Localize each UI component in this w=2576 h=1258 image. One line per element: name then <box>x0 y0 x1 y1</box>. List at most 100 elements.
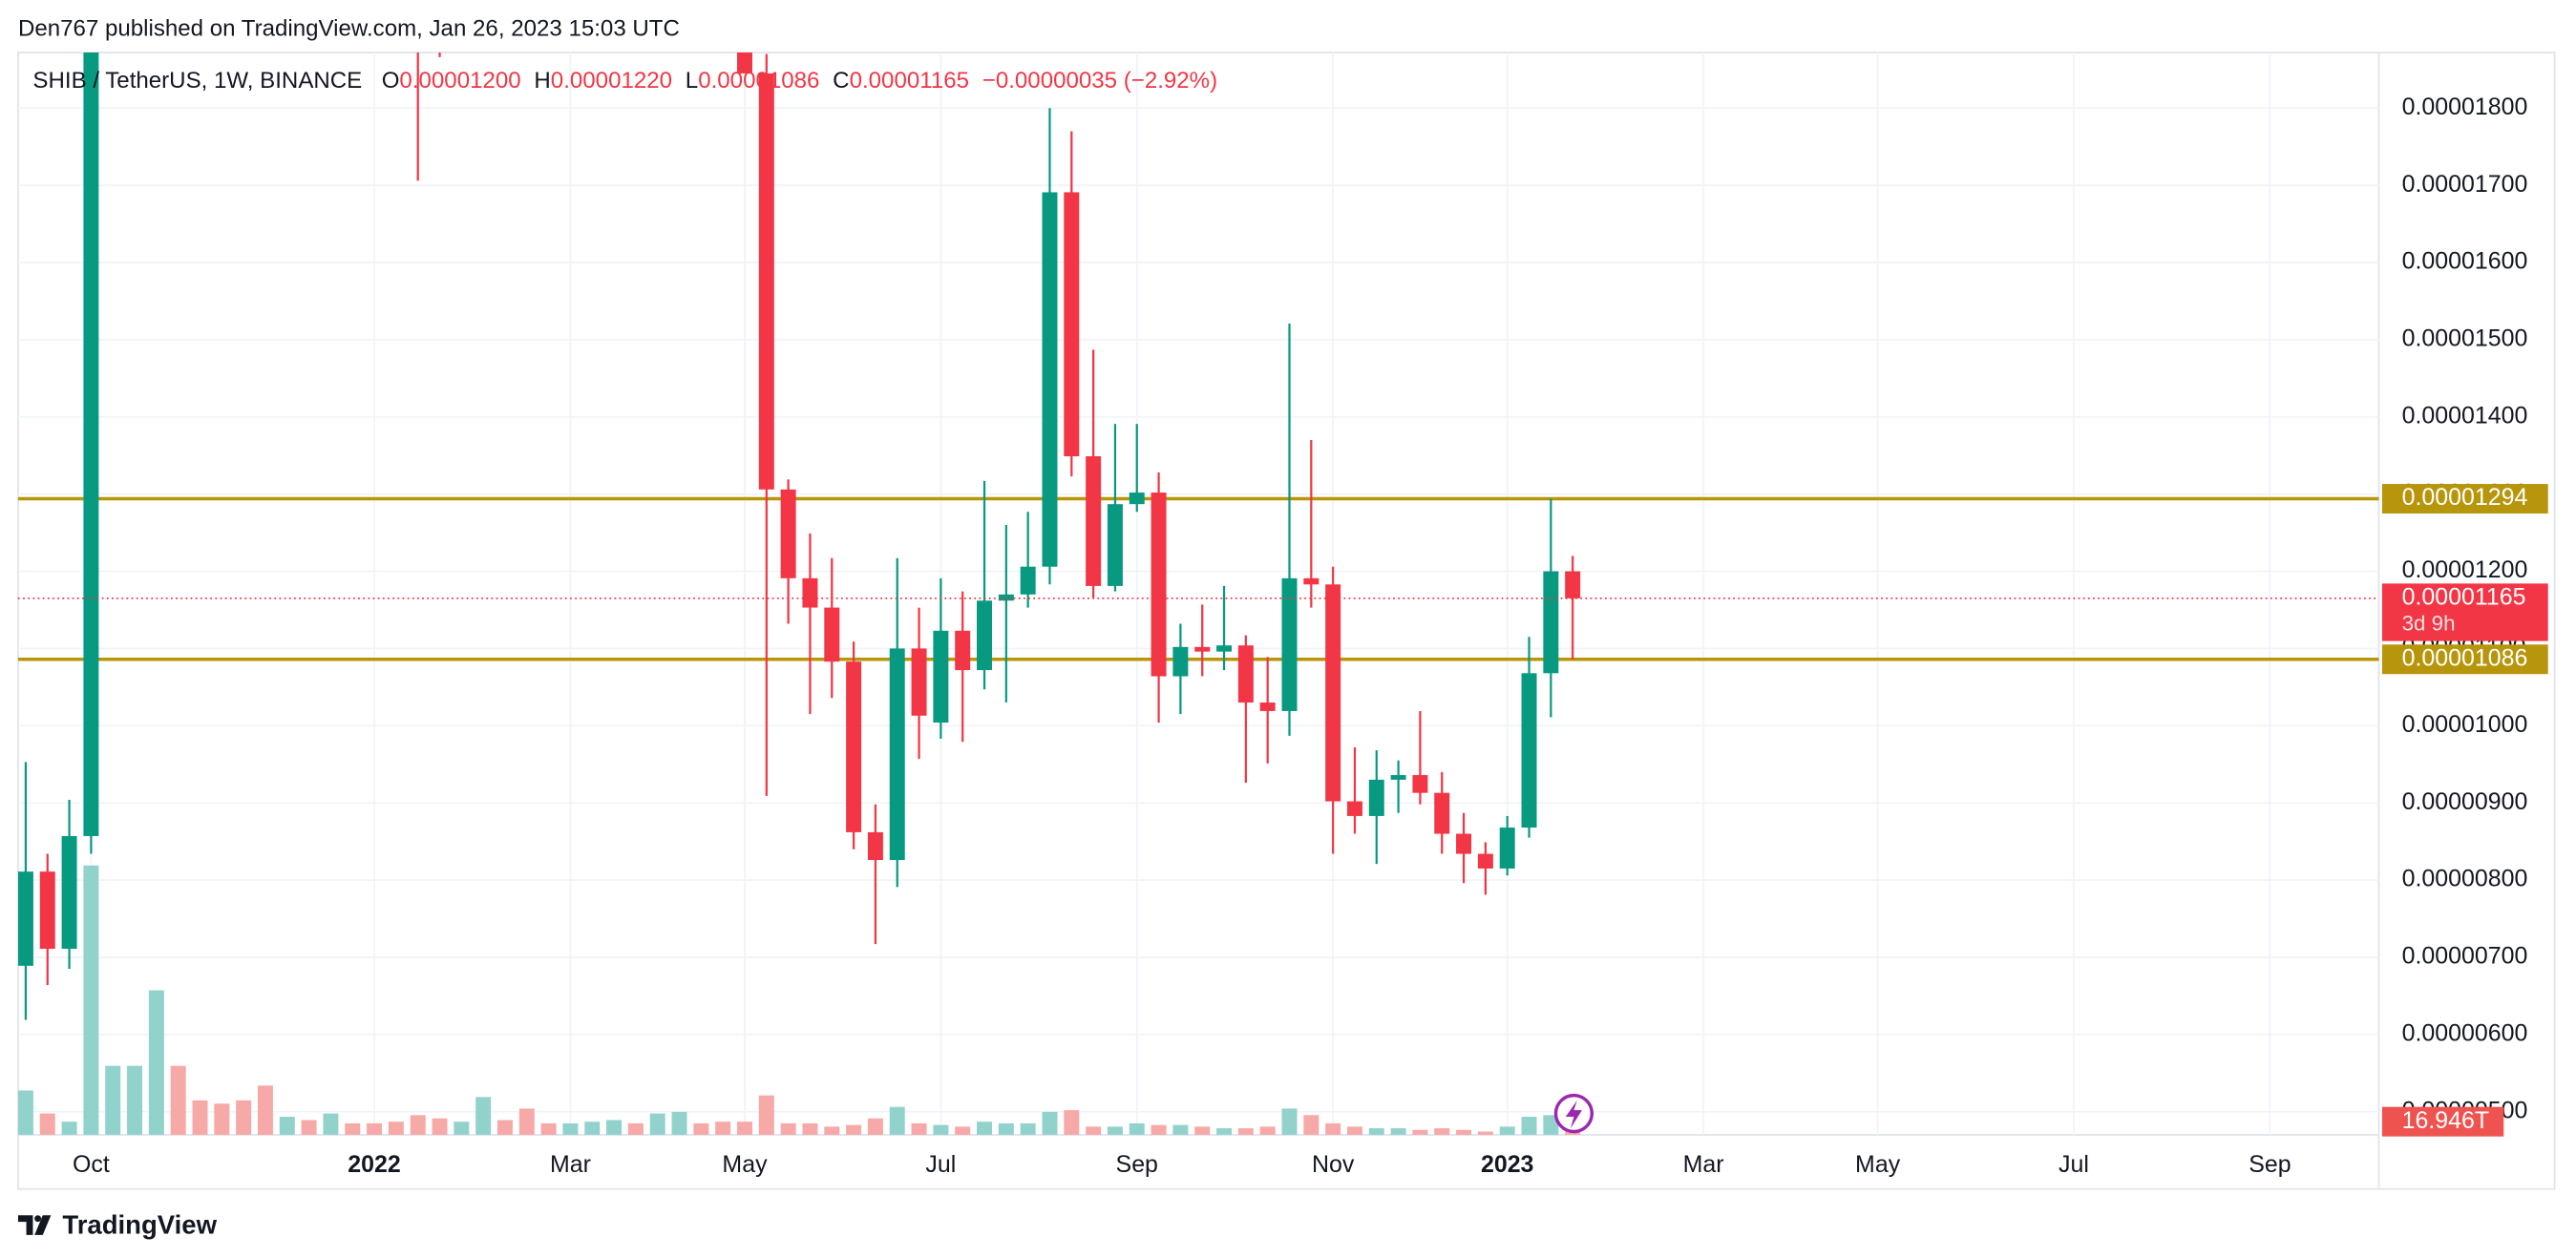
volume-bar <box>301 1120 317 1135</box>
candle-body <box>780 489 796 578</box>
footer: TradingView <box>62 1210 217 1240</box>
volume-bar <box>715 1122 731 1135</box>
candle-body <box>1259 702 1276 711</box>
candle-body <box>846 661 862 832</box>
axes: 0.000005000.000006000.000007000.00000800… <box>73 94 2548 1178</box>
volume-bar <box>606 1120 623 1135</box>
candle-body <box>83 52 99 836</box>
candle-body <box>1477 853 1493 869</box>
volume-bar <box>1281 1108 1298 1135</box>
volume-bar <box>148 990 164 1135</box>
volume-bar <box>1434 1128 1450 1135</box>
volume-bar <box>127 1065 143 1135</box>
candle-body <box>1521 673 1537 828</box>
volume-bar <box>388 1122 404 1135</box>
candle-body <box>955 630 971 671</box>
volume-bar <box>345 1122 361 1135</box>
price-label: 0.00001165 <box>2402 583 2526 610</box>
volume-bar <box>737 1122 752 1135</box>
x-tick-label: Mar <box>550 1151 591 1178</box>
volume-bar <box>1477 1131 1493 1135</box>
volume-bar <box>496 1120 513 1135</box>
volume-bar <box>627 1122 644 1135</box>
candle-body <box>977 600 993 671</box>
volume-bar <box>933 1124 949 1135</box>
candle-body <box>1064 192 1080 457</box>
y-tick-label: 0.00001700 <box>2402 171 2528 198</box>
candle-body <box>998 594 1014 601</box>
y-tick-label: 0.00000800 <box>2402 866 2528 892</box>
volume-bar <box>1216 1128 1233 1135</box>
volume-bar <box>998 1122 1014 1135</box>
legend-change: −0.00000035 (−2.92%) <box>982 68 1217 94</box>
volume-bar <box>649 1113 665 1135</box>
volume-bar <box>911 1122 927 1135</box>
candle-body <box>1303 577 1320 585</box>
lightning-icon <box>1553 1093 1594 1134</box>
y-tick-label: 0.00000600 <box>2402 1019 2528 1046</box>
y-tick-label: 0.00001500 <box>2402 325 2528 352</box>
y-tick-label: 0.00000900 <box>2402 788 2528 815</box>
volume-bar <box>475 1097 492 1135</box>
x-tick-label: Sep <box>1116 1151 1158 1178</box>
x-tick-label: Jul <box>2059 1151 2089 1178</box>
candle-body <box>1368 779 1384 816</box>
volume-bar <box>410 1115 426 1135</box>
candle-body <box>1020 566 1036 595</box>
volume-bar <box>1042 1111 1058 1135</box>
candle-body <box>1325 584 1341 802</box>
volume-bar <box>1303 1115 1320 1135</box>
volume-bar <box>1456 1129 1472 1135</box>
candle-body <box>1499 828 1515 869</box>
volume-bar <box>1086 1126 1102 1135</box>
symbol: SHIB / TetherUS, 1W, BINANCE <box>32 68 362 94</box>
volume-bar <box>257 1085 273 1135</box>
legend-value: 0.00001086 <box>698 68 819 94</box>
volume-bar <box>39 1113 55 1135</box>
volume-bar <box>977 1122 993 1135</box>
x-tick-label: May <box>722 1151 768 1178</box>
volume-bar <box>192 1100 208 1135</box>
candle-body <box>1434 792 1450 834</box>
publisher: Den767 published on TradingView.com, Jan… <box>18 15 680 41</box>
volume-bar <box>432 1118 448 1135</box>
candle-body <box>1151 493 1167 677</box>
y-tick-label: 0.00001600 <box>2402 248 2528 275</box>
price-countdown: 3d 9h <box>2402 611 2456 635</box>
volume-bar <box>1390 1128 1406 1135</box>
legend-value: 0.00001200 <box>399 68 520 94</box>
volume-bar <box>83 865 99 1135</box>
volume-bar <box>214 1103 230 1135</box>
volume-bar <box>867 1118 883 1135</box>
candle-body <box>1543 571 1559 674</box>
volume-bar <box>780 1122 796 1135</box>
x-tick-label: Mar <box>1683 1151 1724 1178</box>
candle-body <box>824 607 840 662</box>
volume-bar <box>236 1100 252 1135</box>
volume-bar <box>61 1122 77 1135</box>
volume-bar <box>454 1122 470 1135</box>
volume-bar <box>1064 1110 1080 1135</box>
volume-bar <box>889 1106 905 1135</box>
candle-body <box>17 871 33 966</box>
candle-body <box>1456 833 1472 854</box>
volume-bar <box>1259 1126 1276 1135</box>
x-tick-label: 2022 <box>348 1151 400 1178</box>
candle-body <box>1390 775 1406 780</box>
level-label-box <box>2381 644 2548 675</box>
candle-body <box>1565 571 1581 598</box>
volume-bar <box>846 1124 862 1135</box>
candle-body <box>61 835 77 950</box>
candle-body <box>1194 646 1211 652</box>
level-label: 0.00001294 <box>2402 484 2528 511</box>
volume-bar <box>1499 1126 1515 1135</box>
candle-body <box>1216 645 1233 652</box>
volume-bar <box>802 1122 818 1135</box>
candle-body <box>1346 801 1362 816</box>
x-tick-label: Nov <box>1312 1151 1355 1178</box>
volume-bar <box>671 1111 687 1135</box>
volume-bar <box>1368 1128 1384 1135</box>
price-label-box <box>2381 583 2548 641</box>
candle-body <box>802 577 818 608</box>
